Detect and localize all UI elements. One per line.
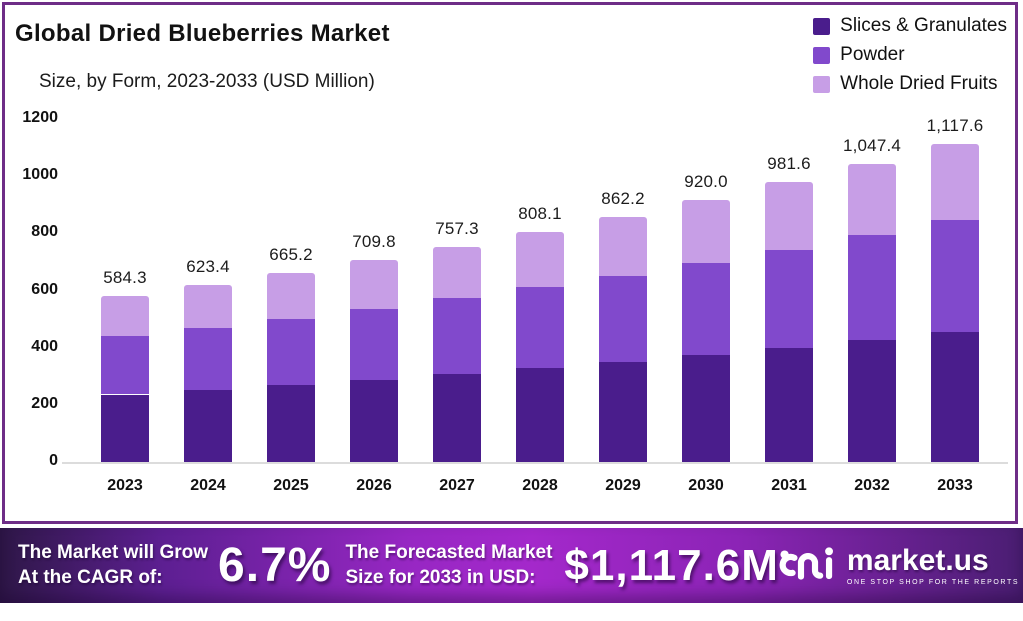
legend-item: Whole Dried Fruits <box>813 73 1007 95</box>
bar-segment-2033-slices-granulates <box>931 332 979 463</box>
bar-segment-2024-powder <box>184 327 232 390</box>
bar-total-label: 665.2 <box>269 244 313 264</box>
bar-segment-2026-powder <box>350 308 398 380</box>
x-tick-label: 2030 <box>688 477 724 494</box>
x-tick-label: 2024 <box>190 477 226 494</box>
bar-segment-2029-whole-dried-fruits <box>599 216 647 276</box>
bar-total-label: 757.3 <box>435 218 479 238</box>
x-tick-label: 2025 <box>273 477 309 494</box>
bar-segment-2031-slices-granulates <box>765 347 813 463</box>
cagr-value: 6.7% <box>218 539 332 592</box>
x-tick-label: 2027 <box>439 477 475 494</box>
y-tick-label: 0 <box>49 452 58 469</box>
bar-segment-2027-slices-granulates <box>433 374 481 463</box>
bar-total-label: 920.0 <box>684 172 728 192</box>
legend-swatch-icon <box>813 75 831 93</box>
legend-label: Slices & Granulates <box>840 15 1007 36</box>
bar-segment-2024-slices-granulates <box>184 389 232 463</box>
bar-segment-2028-powder <box>516 287 564 369</box>
legend-swatch-icon <box>813 46 831 64</box>
bar-segment-2032-whole-dried-fruits <box>848 163 896 236</box>
bar-segment-2027-powder <box>433 298 481 375</box>
bar-segment-2024-whole-dried-fruits <box>184 284 232 328</box>
bar-segment-2032-powder <box>848 235 896 341</box>
marketus-logo-icon <box>779 542 837 589</box>
brand-name: market.us <box>846 543 989 577</box>
forecast-label-line2: Size for 2033 in USD: <box>345 566 536 588</box>
cagr-label: The Market will Grow At the CAGR of: <box>18 541 208 590</box>
bar-segment-2033-whole-dried-fruits <box>931 143 979 221</box>
y-tick-label: 200 <box>31 394 58 412</box>
x-tick-label: 2029 <box>605 477 641 494</box>
bar-segment-2023-slices-granulates <box>101 394 149 463</box>
forecast-label: The Forecasted Market Size for 2033 in U… <box>345 541 552 590</box>
y-tick-label: 600 <box>31 280 58 298</box>
legend-item: Slices & Granulates <box>813 15 1007 37</box>
bar-total-label: 709.8 <box>352 232 396 252</box>
bar-segment-2032-slices-granulates <box>848 340 896 463</box>
chart-subtitle: Size, by Form, 2023-2033 (USD Million) <box>39 71 375 92</box>
forecast-label-line1: The Forecasted Market <box>345 542 553 564</box>
cagr-label-line2: At the CAGR of: <box>18 566 163 588</box>
bar-segment-2023-powder <box>101 336 149 395</box>
bar-total-label: 808.1 <box>518 204 562 224</box>
footer-banner: The Market will Grow At the CAGR of: 6.7… <box>0 528 1023 603</box>
x-tick-label: 2032 <box>854 477 890 494</box>
bar-segment-2030-slices-granulates <box>682 355 730 463</box>
bar-total-label: 981.6 <box>767 154 811 174</box>
bar-segment-2030-powder <box>682 263 730 356</box>
y-tick-label: 1200 <box>22 109 58 126</box>
bar-segment-2028-slices-granulates <box>516 368 564 463</box>
bar-segment-2030-whole-dried-fruits <box>682 200 730 264</box>
bar-segment-2023-whole-dried-fruits <box>101 295 149 337</box>
x-tick-label: 2023 <box>107 477 143 494</box>
bar-segment-2029-slices-granulates <box>599 361 647 463</box>
legend-swatch-icon <box>813 17 831 35</box>
x-tick-label: 2031 <box>771 477 807 494</box>
y-tick-label: 800 <box>31 223 58 241</box>
y-tick-label: 400 <box>31 337 58 355</box>
x-tick-label: 2028 <box>522 477 558 494</box>
bar-segment-2026-slices-granulates <box>350 379 398 463</box>
bar-segment-2031-whole-dried-fruits <box>765 182 813 250</box>
marketus-logo: market.us ONE STOP SHOP FOR THE REPORTS <box>779 542 1019 589</box>
bar-total-label: 623.4 <box>186 256 230 276</box>
bar-segment-2031-powder <box>765 249 813 348</box>
bar-segment-2029-powder <box>599 275 647 362</box>
legend-label: Whole Dried Fruits <box>840 73 998 94</box>
y-tick-label: 1000 <box>22 166 58 184</box>
chart-legend: Slices & Granulates Powder Whole Dried Fru… <box>813 15 1007 102</box>
legend-item: Powder <box>813 44 1007 66</box>
x-tick-label: 2026 <box>356 477 392 494</box>
legend-label: Powder <box>840 44 905 65</box>
bar-total-label: 1,047.4 <box>842 135 902 155</box>
brand-tagline: ONE STOP SHOP FOR THE REPORTS <box>846 578 1020 586</box>
brand-text: market.us ONE STOP SHOP FOR THE REPORTS <box>846 543 1020 586</box>
x-tick-label: 2033 <box>937 477 973 494</box>
bar-total-label: 862.2 <box>601 188 645 208</box>
bar-total-label: 584.3 <box>103 267 147 287</box>
bar-segment-2028-whole-dried-fruits <box>516 232 564 288</box>
bar-segment-2033-powder <box>931 220 979 333</box>
bar-segment-2025-slices-granulates <box>267 385 315 463</box>
bar-segment-2025-powder <box>267 318 315 386</box>
bar-total-label: 1,117.6 <box>926 115 984 135</box>
cagr-label-line1: The Market will Grow <box>18 542 209 564</box>
bar-segment-2026-whole-dried-fruits <box>350 260 398 309</box>
bar-segment-2027-whole-dried-fruits <box>433 246 481 299</box>
chart-title: Global Dried Blueberries Market <box>15 20 390 47</box>
bar-segment-2025-whole-dried-fruits <box>267 272 315 319</box>
forecast-value: $1,117.6M <box>564 540 779 590</box>
x-axis-line <box>62 462 1008 464</box>
